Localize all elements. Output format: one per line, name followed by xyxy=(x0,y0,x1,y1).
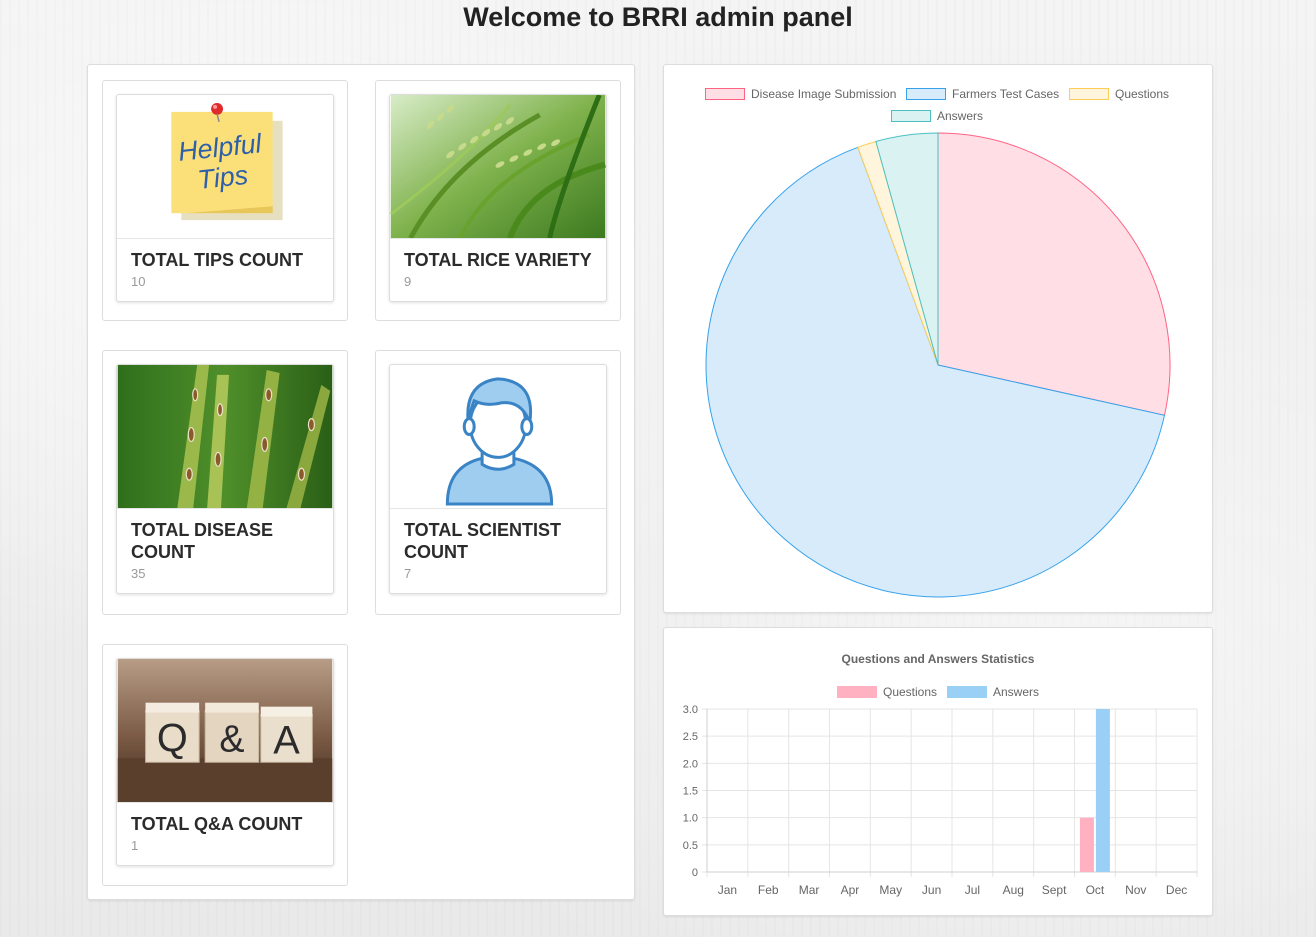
card-title: TOTAL Q&A COUNT xyxy=(131,814,303,834)
x-tick-label: Apr xyxy=(841,883,860,897)
x-tick-label: Jul xyxy=(965,883,980,897)
y-tick-label: 2.5 xyxy=(683,731,698,743)
y-tick-label: 0 xyxy=(692,867,698,879)
y-tick-label: 0.5 xyxy=(683,840,698,852)
y-tick-label: 3.0 xyxy=(683,704,698,716)
x-tick-label: Jan xyxy=(718,883,737,897)
card-count: 9 xyxy=(404,274,412,289)
diseased-leaf-image xyxy=(117,365,333,509)
legend-swatch xyxy=(947,686,987,698)
y-tick-label: 1.5 xyxy=(683,786,698,798)
x-tick-label: Nov xyxy=(1125,883,1146,897)
svg-text:&: & xyxy=(219,717,244,759)
legend-label: Answers xyxy=(937,109,984,123)
x-tick-label: Feb xyxy=(758,883,779,897)
bar-answers[interactable] xyxy=(1095,709,1110,872)
x-tick-label: Aug xyxy=(1003,883,1024,897)
scientist-tile: TOTAL SCIENTIST COUNT 7 xyxy=(375,350,621,615)
svg-text:Q: Q xyxy=(157,716,188,760)
legend-swatch xyxy=(906,88,946,100)
qa-tile: Q & A TOTAL Q&A COUNT 1 xyxy=(102,644,348,886)
legend-swatch xyxy=(1069,88,1109,100)
disease-tile: TOTAL DISEASE COUNT 35 xyxy=(102,350,348,615)
x-tick-label: Dec xyxy=(1166,883,1187,897)
pie-chart-panel: Disease Image Submission Farmers Test Cas… xyxy=(663,64,1213,613)
card-count: 1 xyxy=(131,838,139,853)
pie-legend-item[interactable]: Answers xyxy=(891,109,983,123)
disease-card[interactable]: TOTAL DISEASE COUNT 35 xyxy=(116,364,334,594)
svg-text:A: A xyxy=(273,718,300,762)
card-count: 10 xyxy=(131,274,146,289)
bar-chart-panel: Questions and Answers Statistics Question… xyxy=(663,627,1213,916)
pie-legend-item[interactable]: Questions xyxy=(1069,87,1169,101)
stats-cards-panel: Helpful Tips TOTAL TIPS COUNT 10 xyxy=(87,64,635,900)
svg-text:Tips: Tips xyxy=(196,160,249,195)
legend-swatch xyxy=(891,110,931,122)
y-tick-label: 1.0 xyxy=(683,813,698,825)
card-title: TOTAL TIPS COUNT xyxy=(131,250,304,270)
y-tick-label: 2.0 xyxy=(683,758,698,770)
legend-label: Answers xyxy=(993,685,1039,699)
pie-slice[interactable] xyxy=(875,132,939,366)
qa-card[interactable]: Q & A TOTAL Q&A COUNT 1 xyxy=(116,658,334,866)
x-tick-label: May xyxy=(879,883,902,897)
x-tick-label: Sept xyxy=(1042,883,1067,897)
legend-label: Questions xyxy=(883,685,937,699)
x-tick-label: Oct xyxy=(1086,883,1105,897)
legend-label: Disease Image Submission xyxy=(751,87,897,101)
pie-legend-item[interactable]: Farmers Test Cases xyxy=(906,87,1059,101)
card-title: TOTAL SCIENTIST COUNT xyxy=(404,520,562,562)
x-tick-label: Jun xyxy=(922,883,941,897)
helpful-tips-note-image: Helpful Tips xyxy=(117,95,333,239)
pie-slice[interactable] xyxy=(937,132,1171,416)
card-title: TOTAL RICE VARIETY xyxy=(404,250,592,270)
x-tick-label: Mar xyxy=(799,883,820,897)
legend-label: Farmers Test Cases xyxy=(952,87,1060,101)
pie-chart xyxy=(705,132,1171,598)
card-title: TOTAL DISEASE COUNT xyxy=(131,520,274,562)
rice-variety-card[interactable]: TOTAL RICE VARIETY 9 xyxy=(389,94,607,302)
card-count: 35 xyxy=(131,566,146,581)
rice-plant-image xyxy=(390,95,606,239)
rice-variety-tile: TOTAL RICE VARIETY 9 xyxy=(375,80,621,321)
legend-swatch xyxy=(837,686,877,698)
pie-slice[interactable] xyxy=(705,146,1166,598)
tips-tile: Helpful Tips TOTAL TIPS COUNT 10 xyxy=(102,80,348,321)
pie-legend-item[interactable]: Disease Image Submission xyxy=(705,87,896,101)
bar-questions[interactable] xyxy=(1079,817,1094,872)
page-title: Welcome to BRRI admin panel xyxy=(463,2,853,32)
bar-chart: Questions and Answers Statistics Question… xyxy=(683,652,1198,897)
legend-label: Questions xyxy=(1115,87,1170,101)
bar-legend-item[interactable]: Questions xyxy=(837,685,937,699)
person-icon xyxy=(390,365,606,509)
scientist-card[interactable]: TOTAL SCIENTIST COUNT 7 xyxy=(389,364,607,594)
qa-blocks-image: Q & A xyxy=(117,659,333,803)
legend-swatch xyxy=(705,88,745,100)
bar-chart-title: Questions and Answers Statistics xyxy=(842,652,1035,666)
bar-legend-item[interactable]: Answers xyxy=(947,685,1039,699)
tips-card[interactable]: Helpful Tips TOTAL TIPS COUNT 10 xyxy=(116,94,334,302)
card-count: 7 xyxy=(404,566,412,581)
